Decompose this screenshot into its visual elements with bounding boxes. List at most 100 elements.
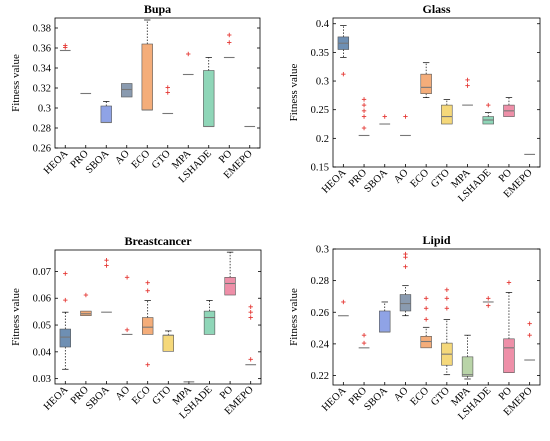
x-tick-label: ECO	[130, 148, 153, 171]
outlier-point	[165, 85, 170, 90]
outlier-point	[361, 97, 367, 102]
x-tick-label: AO	[392, 167, 411, 186]
outlier-point	[124, 327, 130, 333]
outlier-point	[165, 90, 170, 95]
box-mpa: MPA	[449, 334, 474, 409]
y-tick-label: 0.26	[33, 144, 51, 155]
y-tick-label: 0.07	[33, 267, 51, 278]
chart-title: Lipid	[422, 233, 450, 247]
x-tick-label: SBOA	[84, 384, 112, 412]
y-tick-label: 0.24	[311, 339, 330, 350]
box-body	[503, 338, 515, 373]
outlier-point	[465, 77, 470, 83]
outlier-point	[444, 287, 450, 292]
box-body	[420, 73, 432, 94]
outlier-point	[248, 315, 253, 320]
y-tick-label: 0.04	[33, 347, 52, 358]
x-tick-label: SBOA	[362, 167, 390, 195]
box-po: PO	[497, 280, 515, 403]
outlier-point	[486, 296, 491, 301]
box-emepo: EMEPO	[223, 304, 256, 417]
outlier-point	[361, 340, 367, 346]
box-sboa: SBOA	[362, 114, 390, 195]
x-tick-label: SBOA	[362, 385, 390, 413]
outlier-point	[104, 257, 109, 263]
outlier-point	[104, 263, 109, 268]
box-gto: GTO	[429, 287, 453, 408]
y-axis-label: Fitness value	[288, 64, 300, 122]
box-gto: GTO	[429, 99, 453, 190]
outlier-point	[227, 40, 232, 45]
y-tick-label: 0.3	[316, 245, 329, 256]
y-axis-label: Fitness value	[10, 288, 22, 346]
outlier-point	[444, 306, 450, 311]
chart-title: Breastcancer	[124, 234, 192, 248]
box-po: PO	[218, 251, 236, 402]
chart-panel-lipid: Lipid Fitness value 0.22 0.24 0.26 0.28 0.3 HEO…	[288, 233, 541, 422]
box-pro: PRO	[347, 332, 369, 408]
x-tick-label: SBOA	[84, 148, 112, 176]
outlier-point	[423, 317, 429, 322]
x-tick-label: HEOA	[320, 385, 349, 414]
box-body	[162, 334, 174, 352]
box-body	[59, 328, 71, 348]
outlier-point	[227, 32, 232, 38]
box-body	[420, 335, 432, 349]
outlier-point	[248, 309, 253, 315]
outlier-point	[361, 108, 367, 114]
x-tick-label: GTO	[429, 385, 452, 408]
y-tick-label: 0.06	[33, 294, 51, 305]
box-eco: ECO	[409, 62, 432, 190]
outlier-point	[423, 296, 429, 301]
outlier-point	[361, 102, 367, 108]
box-body	[142, 317, 154, 335]
y-tick-label: 0.25	[311, 105, 329, 116]
outlier-point	[248, 304, 253, 310]
box-ao: AO	[113, 83, 133, 167]
y-tick-label: 0.22	[311, 371, 329, 382]
box-eco: ECO	[409, 296, 432, 408]
y-tick-label: 0.3	[38, 104, 51, 115]
chart-title: Glass	[422, 2, 450, 16]
box-body	[141, 43, 153, 111]
box-ao: AO	[392, 114, 411, 186]
x-tick-label: AO	[392, 385, 411, 404]
y-tick-label: 0.34	[33, 64, 52, 75]
outlier-point	[403, 264, 408, 269]
x-tick-label: GTO	[150, 148, 173, 171]
box-body	[121, 83, 133, 98]
outlier-point	[361, 114, 367, 119]
box-sboa: SBOA	[84, 257, 112, 412]
outlier-point	[423, 306, 429, 311]
y-tick-label: 0.05	[33, 321, 51, 332]
box-sboa: SBOA	[84, 101, 112, 176]
box-body	[203, 310, 216, 335]
x-tick-label: HEOA	[42, 384, 71, 413]
box-body	[203, 70, 215, 127]
x-tick-label: ECO	[409, 385, 432, 408]
y-tick-label: 0.15	[311, 163, 329, 174]
box-mpa: MPA	[449, 77, 473, 191]
box-mpa: MPA	[170, 51, 194, 172]
y-tick-label: 0.4	[316, 19, 330, 30]
outlier-point	[83, 292, 89, 298]
outlier-point	[506, 280, 512, 285]
box-gto: GTO	[150, 85, 173, 171]
box-body	[379, 310, 391, 333]
outlier-point	[63, 43, 68, 48]
y-tick-label: 0.2	[316, 134, 329, 145]
chart-title: Bupa	[144, 2, 171, 16]
box-po: PO	[217, 32, 235, 166]
plot-frame	[54, 249, 262, 385]
y-tick-label: 0.38	[33, 24, 51, 35]
outlier-point	[382, 114, 387, 119]
plot-frame	[332, 17, 541, 168]
outlier-point	[527, 332, 532, 338]
outlier-point	[486, 303, 491, 308]
plot-frame	[332, 248, 541, 386]
outlier-point	[341, 299, 346, 305]
outlier-point	[403, 114, 408, 119]
box-body	[224, 277, 236, 296]
box-pro: PRO	[69, 92, 91, 171]
